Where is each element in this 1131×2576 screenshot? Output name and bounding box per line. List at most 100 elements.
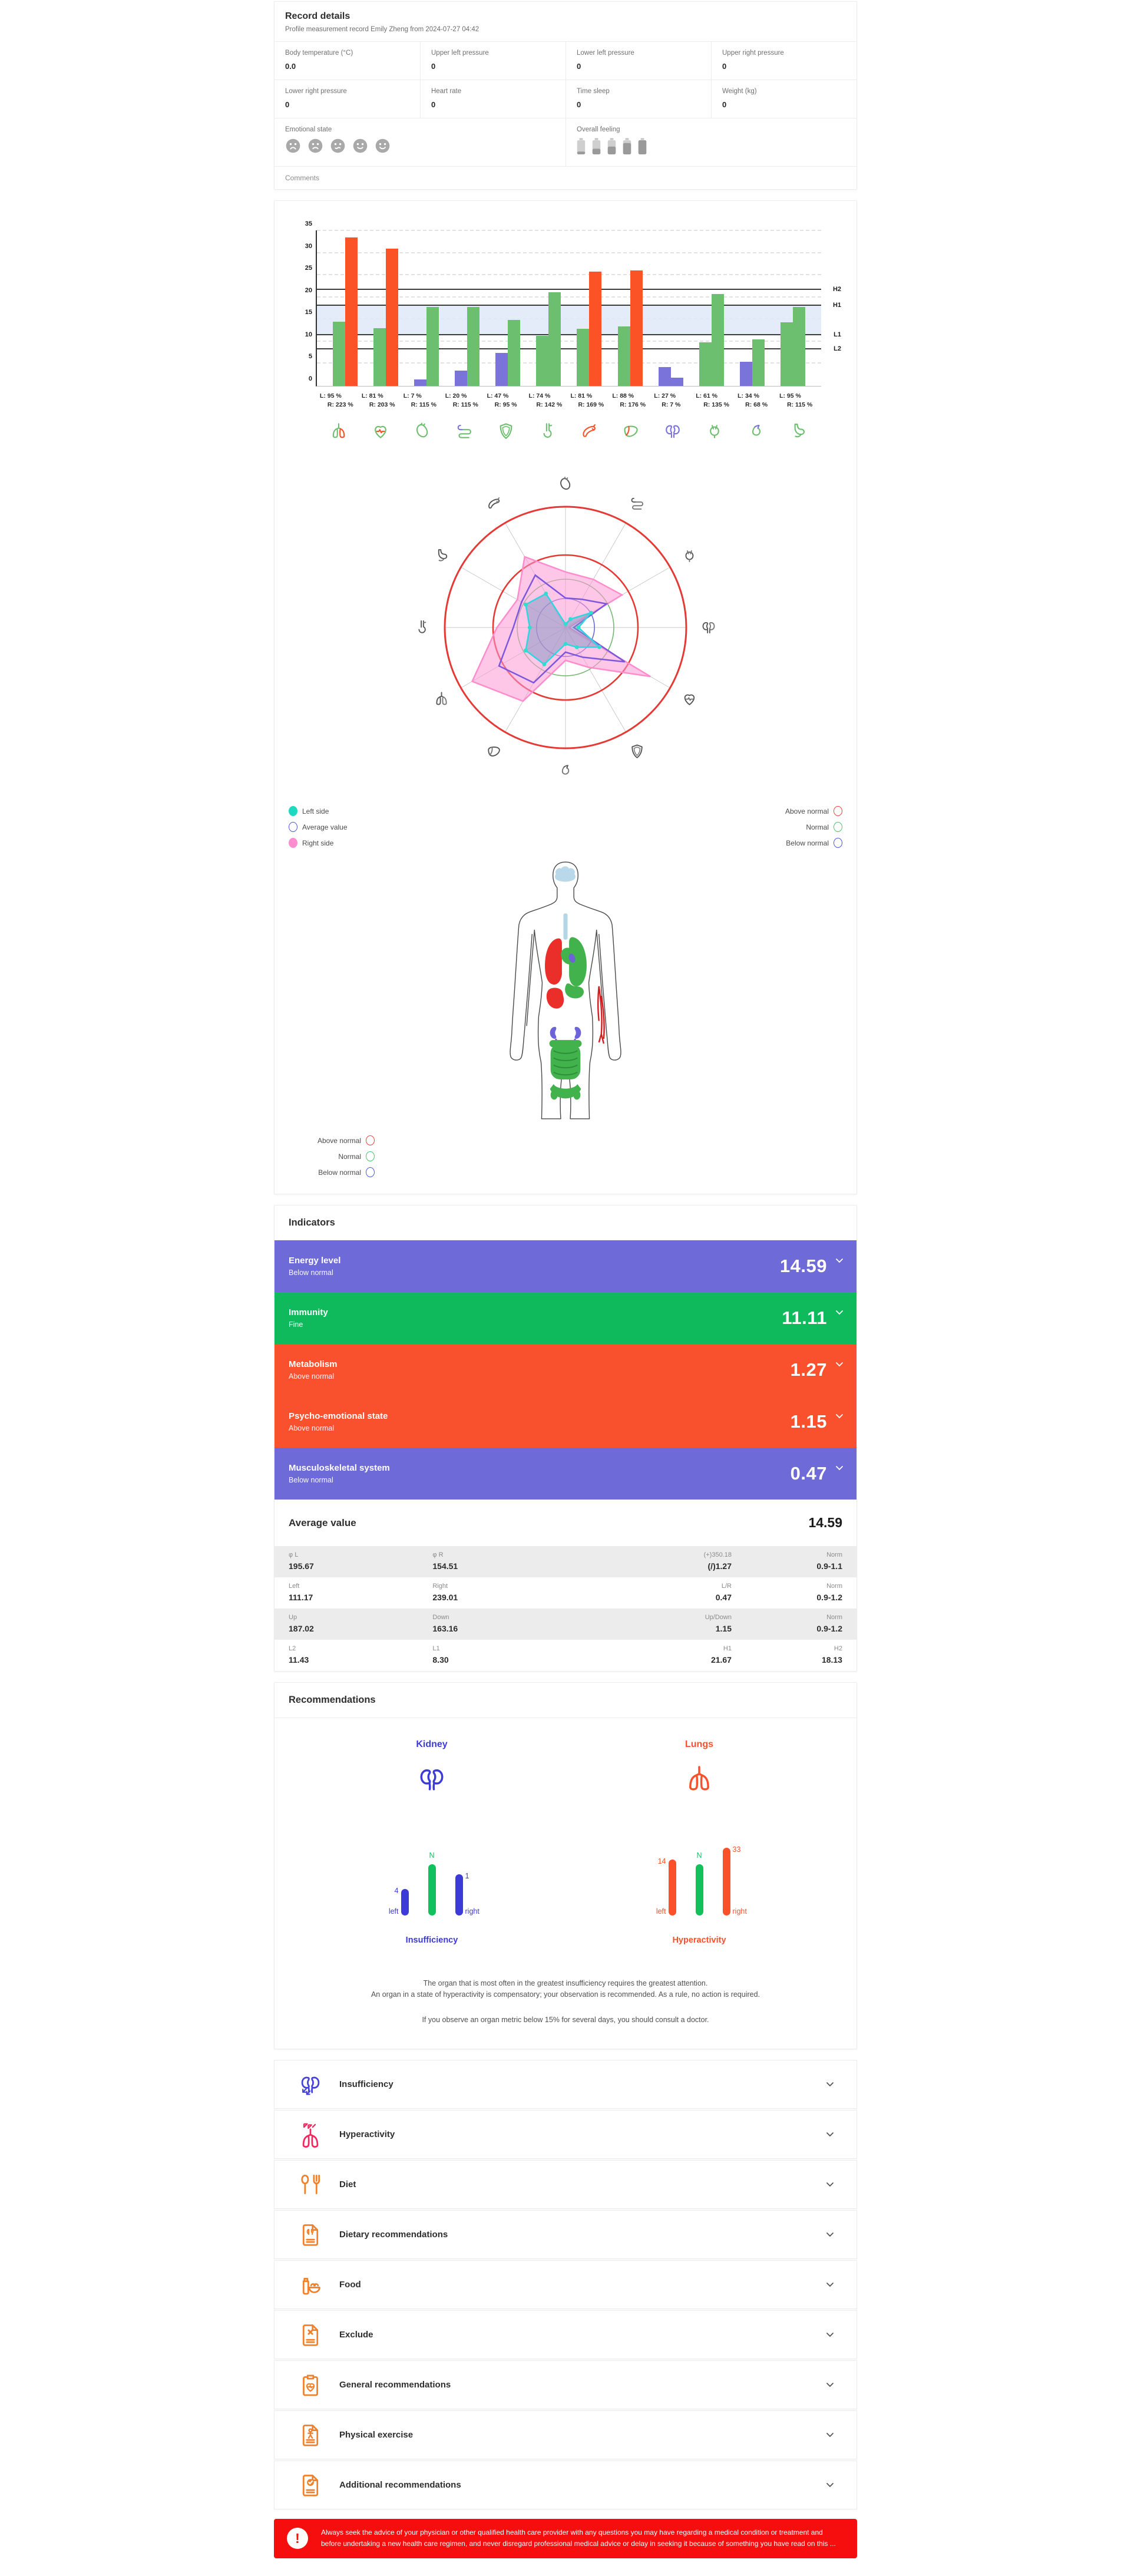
- accordion-exclude[interactable]: Exclude: [274, 2310, 857, 2360]
- chevron-down-icon[interactable]: [826, 2332, 834, 2337]
- bar-label-heart: L: 81 % R: 203 %: [361, 392, 395, 408]
- emoji-sad-icon[interactable]: [307, 138, 323, 157]
- field-upper-left-pressure: Upper left pressure 0: [420, 41, 566, 80]
- field-body-temperature-c-: Body temperature (°C) 0.0: [275, 41, 420, 80]
- legend-left-side: Left side: [289, 806, 348, 816]
- radar-heart-organ-icon: [560, 477, 571, 490]
- teal-dot-swatch: [289, 806, 297, 816]
- pelvis-left: [550, 1090, 558, 1100]
- battery-level-2-icon[interactable]: [592, 138, 601, 158]
- indicator-metabolism[interactable]: Metabolism Above normal 1.27: [275, 1344, 856, 1396]
- red-ring-swatch: [834, 806, 842, 816]
- emoji-very-sad-icon[interactable]: [285, 138, 301, 157]
- indicator-status: Fine: [289, 1320, 303, 1329]
- right-bar: [589, 272, 602, 386]
- liver-icon: [624, 425, 639, 437]
- battery-level-4-icon[interactable]: [623, 138, 631, 158]
- arm-vessels: [597, 986, 605, 1044]
- left-bar: [739, 361, 752, 386]
- emoji-neutral-icon[interactable]: [330, 138, 346, 157]
- indicator-immunity[interactable]: Immunity Fine 11.11: [275, 1292, 856, 1344]
- overall-feeling-cell: Overall feeling: [566, 118, 856, 166]
- liver: [546, 988, 564, 1009]
- accordion-hyperactivity[interactable]: Hyperactivity: [274, 2110, 857, 2159]
- accordion-general-recommendations[interactable]: General recommendations: [274, 2360, 857, 2410]
- accordion-diet[interactable]: Diet: [274, 2160, 857, 2210]
- accordion-dietary-recommendations[interactable]: Dietary recommendations: [274, 2210, 857, 2260]
- note-2: An organ in a state of hyperactivity is …: [371, 1990, 760, 1999]
- indicator-psycho-emotional-state[interactable]: Psycho-emotional state Above normal 1.15: [275, 1396, 856, 1448]
- left-bar: [414, 379, 427, 386]
- radar-gallbladder-icon: [561, 765, 570, 775]
- radar-liver-icon: [488, 747, 500, 757]
- chevron-down-icon[interactable]: [835, 1414, 844, 1419]
- right-bar: [508, 320, 521, 386]
- ref-line-H2: H2: [317, 286, 841, 293]
- radar-esophagus-icon: [418, 620, 426, 633]
- chevron-down-icon[interactable]: [826, 2432, 834, 2438]
- radar-heart-icon: [684, 694, 695, 705]
- emoji-smile-icon[interactable]: [352, 138, 368, 157]
- battery-level-1-icon[interactable]: [577, 138, 586, 158]
- legend-normal: Normal: [286, 1151, 375, 1161]
- bar-label-esophagus: L: 74 % R: 142 %: [528, 392, 563, 408]
- chevron-down-icon[interactable]: [835, 1310, 844, 1315]
- accordion-additional-recommendations[interactable]: Additional recommendations: [274, 2461, 857, 2510]
- chevron-down-icon[interactable]: [826, 2232, 834, 2237]
- ref-line-H1: H1: [317, 302, 841, 309]
- emoji-happy-icon[interactable]: [375, 138, 391, 157]
- recommendation-accordions: Insufficiency Hyperactivity Diet Dietary…: [274, 2060, 857, 2510]
- field-lower-left-pressure: Lower left pressure 0: [566, 41, 711, 80]
- ref-line-L1: L1: [317, 331, 841, 338]
- y-tick: 5: [308, 353, 312, 361]
- bar-label-gallbladder: L: 34 % R: 68 %: [738, 392, 768, 408]
- bar-group-pancreas: [577, 272, 602, 386]
- body-diagram: [283, 860, 848, 1126]
- indicators-card: Indicators Energy level Below normal 14.…: [274, 1205, 857, 1672]
- field-time-sleep: Time sleep 0: [566, 80, 711, 118]
- radar-chart-svg: [395, 457, 736, 801]
- left-kidney: [550, 1026, 557, 1039]
- battery-level-3-icon[interactable]: [607, 138, 616, 158]
- average-value-label: Average value: [289, 1517, 356, 1528]
- left-bar: [373, 328, 386, 386]
- chevron-down-icon[interactable]: [835, 1465, 844, 1471]
- bar-group-stomach: [780, 306, 805, 386]
- chevron-down-icon[interactable]: [826, 2282, 834, 2287]
- chevron-down-icon[interactable]: [826, 2082, 834, 2087]
- chevron-down-icon[interactable]: [835, 1258, 844, 1263]
- heart-organ-icon: [416, 422, 428, 438]
- right-bar: [548, 292, 561, 386]
- y-tick: 30: [305, 242, 312, 250]
- bar-group-gallbladder: [739, 339, 765, 386]
- chevron-down-icon[interactable]: [826, 2182, 834, 2187]
- accordion-insufficiency[interactable]: Insufficiency: [274, 2060, 857, 2109]
- accordion-food[interactable]: Food: [274, 2260, 857, 2310]
- legend-above-normal: Above normal: [785, 806, 842, 816]
- indicator-musculoskeletal-system[interactable]: Musculoskeletal system Below normal 0.47: [275, 1448, 856, 1500]
- bar-label-shield: L: 47 % R: 95 %: [487, 392, 517, 408]
- normal-band: [317, 305, 821, 336]
- indicator-energy-level[interactable]: Energy level Below normal 14.59: [275, 1240, 856, 1292]
- comments-section[interactable]: Comments: [275, 166, 856, 189]
- chevron-down-icon[interactable]: [835, 1362, 844, 1367]
- intestine-folds: [553, 1050, 578, 1076]
- right-bar: [345, 237, 358, 386]
- legend-right-side: Right side: [289, 838, 348, 848]
- disclaimer-text: Always seek the advice of your physician…: [321, 2528, 836, 2548]
- bar-label-pancreas: L: 81 % R: 169 %: [570, 392, 604, 408]
- accordion-physical-exercise[interactable]: Physical exercise: [274, 2410, 857, 2460]
- bar-label-bladder: L: 61 % R: 135 %: [696, 392, 729, 408]
- ref-line-L2: L2: [317, 345, 841, 352]
- battery-level-5-icon[interactable]: [638, 138, 647, 158]
- emotional-state-cell: Emotional state: [275, 118, 566, 166]
- legend-normal: Normal: [785, 822, 842, 832]
- chevron-down-icon[interactable]: [826, 2482, 834, 2488]
- record-subtitle: Profile measurement record Emily Zheng f…: [285, 26, 479, 33]
- doc-check-icon: [297, 2472, 324, 2498]
- right-bar: [752, 339, 765, 386]
- chevron-down-icon[interactable]: [826, 2382, 834, 2387]
- overall-feeling-label: Overall feeling: [577, 126, 620, 133]
- chevron-down-icon[interactable]: [826, 2132, 834, 2137]
- lungs-icon: [689, 1766, 709, 1791]
